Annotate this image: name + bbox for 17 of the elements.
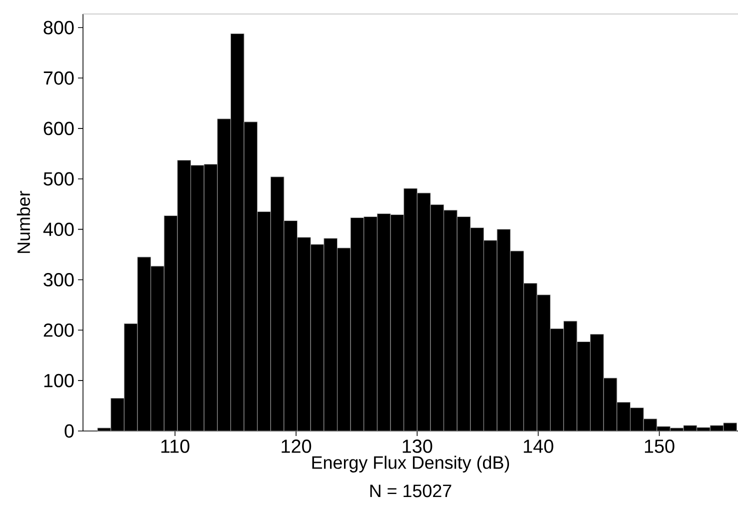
x-tick-label: 130 (402, 440, 432, 453)
y-tick-label: 700 (44, 71, 74, 85)
y-tick-label: 0 (64, 424, 74, 438)
x-tick-label: 120 (282, 440, 312, 453)
y-tick-label: 200 (44, 323, 74, 337)
y-tick-label: 100 (44, 374, 74, 388)
y-tick-label: 400 (43, 222, 74, 236)
x-axis-title: Energy Flux Density (dB) (312, 456, 510, 472)
x-tick-label: 110 (161, 440, 190, 453)
text: N = 15027 (370, 484, 452, 498)
x-tick-label: 150 (644, 440, 674, 453)
y-tick-label: 800 (44, 20, 74, 34)
y-tick-label: 500 (44, 172, 74, 186)
y-tick-label: 300 (44, 273, 74, 286)
y-tick-label: 600 (44, 122, 74, 136)
x-tick-label: 140 (524, 440, 554, 453)
y-axis-title: Number (16, 190, 30, 253)
